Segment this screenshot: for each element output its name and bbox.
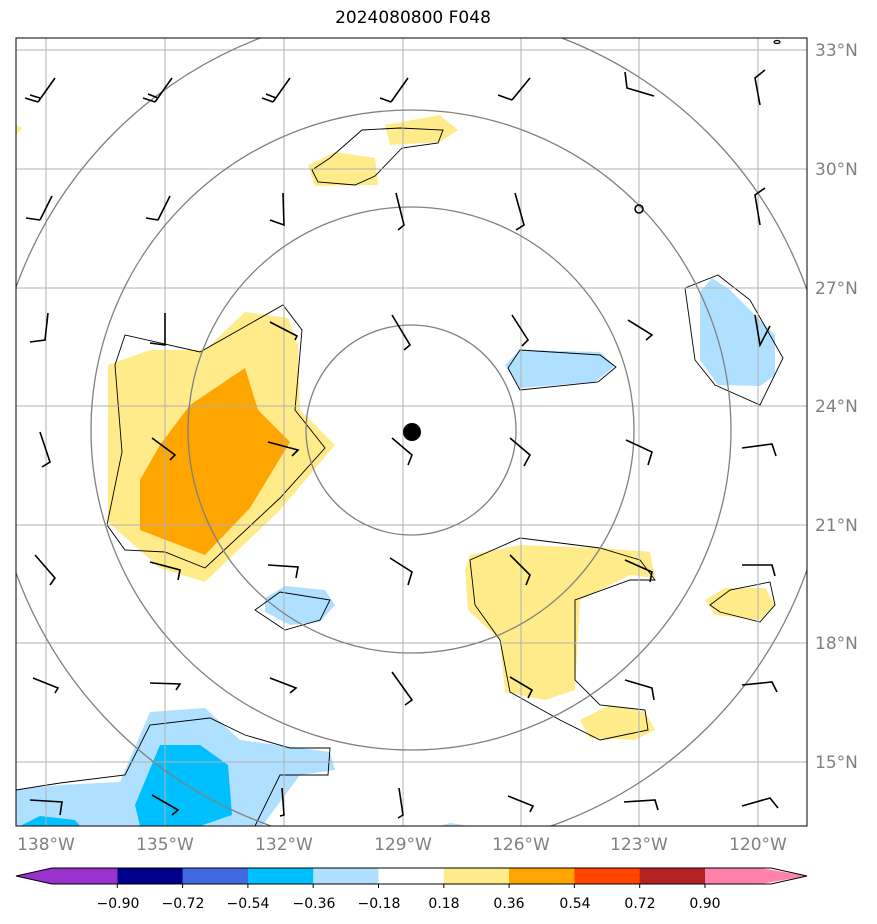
lon-label: 135°W xyxy=(136,835,194,855)
colorbar-label: 0.54 xyxy=(559,896,590,912)
longitude-labels: 138°W 135°W 132°W 129°W 126°W 123°W 120°… xyxy=(17,835,787,855)
map-frame xyxy=(15,37,808,827)
colorbar-segment xyxy=(313,868,379,884)
colorbar-labels: −0.90 −0.72 −0.54 −0.36 −0.18 0.18 0.36 … xyxy=(97,896,721,912)
map-title: 2024080800 F048 xyxy=(335,8,491,28)
shaded-field-blue xyxy=(20,745,232,826)
colorbar-segment xyxy=(117,868,184,884)
colorbar-segment xyxy=(247,868,314,884)
shaded-field-orange xyxy=(140,368,290,555)
open-circle-marker xyxy=(634,204,644,214)
lon-label: 138°W xyxy=(17,835,75,855)
lon-label: 132°W xyxy=(255,835,313,855)
lon-label: 129°W xyxy=(374,835,432,855)
colorbar-segment xyxy=(574,868,641,884)
lat-label: 21°N xyxy=(815,516,858,536)
colorbar-label: 0.36 xyxy=(493,896,524,912)
colorbar-label: −0.18 xyxy=(358,896,401,912)
map-content xyxy=(16,38,807,826)
contour-outlines xyxy=(16,127,784,826)
lat-label: 24°N xyxy=(815,397,858,417)
colorbar-label: −0.72 xyxy=(162,896,205,912)
latitude-labels: 33°N 30°N 27°N 24°N 21°N 18°N 15°N xyxy=(815,41,858,773)
colorbar-label: 0.90 xyxy=(689,896,720,912)
colorbar-segment xyxy=(378,868,445,884)
lon-label: 123°W xyxy=(610,835,668,855)
small-marker xyxy=(773,39,781,45)
lat-label: 33°N xyxy=(815,41,858,61)
colorbar-label: −0.54 xyxy=(227,896,270,912)
lat-label: 18°N xyxy=(815,634,858,654)
range-rings xyxy=(16,38,807,826)
colorbar-segment xyxy=(443,868,510,884)
lat-label: 30°N xyxy=(815,160,858,180)
lon-label: 126°W xyxy=(492,835,550,855)
colorbar xyxy=(15,867,808,888)
colorbar-extend-left xyxy=(16,868,118,884)
colorbar-label: 0.72 xyxy=(624,896,655,912)
colorbar-outline xyxy=(15,867,808,885)
colorbar-label: −0.90 xyxy=(97,896,140,912)
colorbar-segment xyxy=(182,868,249,884)
wind-barbs xyxy=(24,69,779,819)
colorbar-extend-right xyxy=(705,868,807,884)
lat-label: 27°N xyxy=(815,279,858,299)
lat-label: 15°N xyxy=(815,753,858,773)
storm-center-dot xyxy=(403,423,421,441)
colorbar-segment xyxy=(509,868,575,884)
colorbar-label: 0.18 xyxy=(428,896,459,912)
lon-label: 120°W xyxy=(729,835,787,855)
colorbar-segment xyxy=(639,868,706,884)
colorbar-label: −0.36 xyxy=(293,896,336,912)
